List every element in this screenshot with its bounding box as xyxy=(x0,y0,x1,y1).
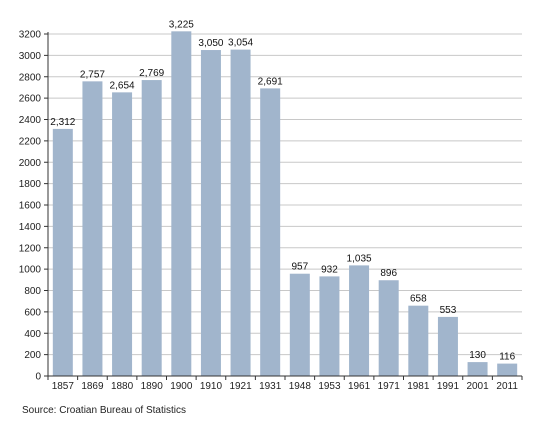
bar xyxy=(171,31,192,376)
bar xyxy=(497,363,518,376)
x-tick-label: 1857 xyxy=(52,381,75,392)
bar xyxy=(141,80,162,377)
value-label: 2,769 xyxy=(139,68,164,79)
bar xyxy=(230,49,251,376)
y-tick-label: 1400 xyxy=(19,222,42,233)
bar xyxy=(112,92,133,376)
y-tick-label: 2000 xyxy=(19,158,42,169)
x-tick-label: 1931 xyxy=(259,381,282,392)
value-label: 116 xyxy=(499,352,515,363)
y-tick-label: 1200 xyxy=(19,243,42,254)
y-tick-label: 800 xyxy=(24,286,41,297)
value-label: 2,312 xyxy=(50,117,75,128)
y-tick-label: 400 xyxy=(24,329,41,340)
source-note: Source: Croatian Bureau of Statistics xyxy=(22,405,186,416)
bars xyxy=(52,31,518,377)
y-tick-label: 2200 xyxy=(19,136,42,147)
bar xyxy=(437,316,458,376)
y-tick-label: 1800 xyxy=(19,179,42,190)
y-tick-label: 2400 xyxy=(19,115,42,126)
y-tick-label: 600 xyxy=(24,307,41,318)
y-tick-label: 1000 xyxy=(19,265,42,276)
y-tick-label: 200 xyxy=(24,350,41,361)
x-tick-label: 1921 xyxy=(229,381,252,392)
value-label: 658 xyxy=(410,294,427,305)
y-axis: 0 200 400 600 800 1000 1200 1400 1600 1800 2000 220… xyxy=(19,30,49,383)
bar xyxy=(467,362,488,376)
bar xyxy=(349,265,370,376)
y-tick-label: 0 xyxy=(35,372,41,383)
x-tick-label: 1981 xyxy=(407,381,430,392)
y-tick-label: 3000 xyxy=(19,51,42,62)
x-tick-label: 1971 xyxy=(378,381,401,392)
x-tick-label: 2001 xyxy=(466,381,489,392)
value-label: 2,691 xyxy=(258,76,283,87)
value-label: 932 xyxy=(321,264,338,275)
x-tick-label: 1869 xyxy=(81,381,104,392)
value-label: 3,050 xyxy=(198,38,223,49)
x-tick-label: 1900 xyxy=(170,381,193,392)
y-tick-label: 1600 xyxy=(19,201,42,212)
bar xyxy=(378,280,399,376)
x-tick-label: 1910 xyxy=(200,381,223,392)
x-tick-label: 1991 xyxy=(437,381,460,392)
y-tick-label: 2800 xyxy=(19,72,42,83)
x-axis: 1857 1869 1880 1890 1900 1910 1921 1931 1948 1953… xyxy=(47,375,523,392)
x-tick-label: 2011 xyxy=(496,381,518,392)
bar xyxy=(319,276,340,376)
x-tick-label: 1961 xyxy=(348,381,371,392)
bar-chart: 2,312 2,757 2,654 2,769 3,225 3,050 3,054 2,691… xyxy=(19,19,523,392)
bar xyxy=(289,273,310,376)
value-label: 896 xyxy=(380,268,397,279)
bar xyxy=(260,88,281,376)
value-label: 130 xyxy=(469,350,486,361)
bar xyxy=(82,81,103,376)
x-tick-label: 1890 xyxy=(141,381,164,392)
value-labels: 2,312 2,757 2,654 2,769 3,225 3,050 3,054 2,691… xyxy=(50,19,515,362)
x-tick-label: 1880 xyxy=(111,381,134,392)
x-tick-label: 1953 xyxy=(318,381,341,392)
value-label: 3,225 xyxy=(169,19,194,30)
bar xyxy=(200,50,221,376)
y-tick-label: 3200 xyxy=(19,30,42,41)
y-tick-label: 2600 xyxy=(19,94,42,105)
value-label: 2,654 xyxy=(110,80,135,91)
x-tick-label: 1948 xyxy=(289,381,312,392)
value-label: 3,054 xyxy=(228,38,253,49)
bar xyxy=(408,305,429,376)
value-label: 2,757 xyxy=(80,69,105,80)
bar xyxy=(52,128,73,376)
value-label: 1,035 xyxy=(347,253,372,264)
value-label: 553 xyxy=(440,305,457,316)
value-label: 957 xyxy=(291,262,308,273)
